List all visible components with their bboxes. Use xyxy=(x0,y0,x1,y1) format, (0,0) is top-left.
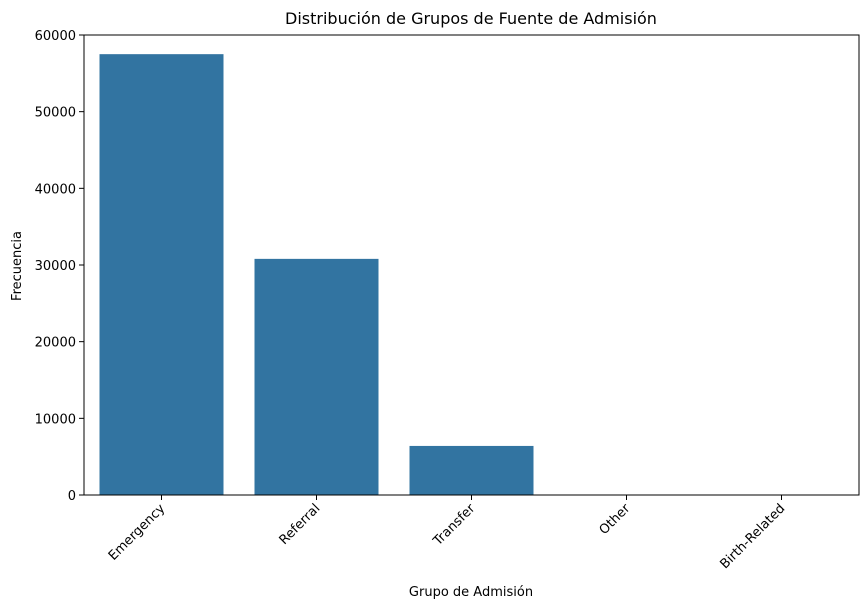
y-tick-label: 60000 xyxy=(35,29,76,44)
x-tick-label: Other xyxy=(597,501,634,538)
y-tick-label: 50000 xyxy=(35,106,76,121)
y-tick-label: 30000 xyxy=(35,259,76,274)
x-tick-label: Emergency xyxy=(106,501,169,564)
bar-emergency xyxy=(99,54,224,496)
y-axis-ticks: 0 10000 20000 30000 40000 50000 60000 xyxy=(35,29,84,504)
bar-referral xyxy=(254,258,379,495)
y-tick-label: 10000 xyxy=(35,412,76,427)
bar-transfer xyxy=(409,445,534,495)
y-tick-label: 20000 xyxy=(35,336,76,351)
x-axis-label: Grupo de Admisión xyxy=(409,585,533,600)
y-axis-label: Frecuencia xyxy=(10,231,25,301)
x-tick-label: Referral xyxy=(277,501,324,548)
x-tick-label: Transfer xyxy=(430,501,479,550)
x-axis-ticks: Emergency Referral Transfer Other Birth-Rela… xyxy=(106,495,788,572)
bars xyxy=(99,54,844,496)
plot-frame xyxy=(83,34,860,496)
chart-title: Distribución de Grupos de Fuente de Admi… xyxy=(285,9,657,28)
x-tick-label: Birth-Related xyxy=(717,501,788,572)
y-tick-label: 40000 xyxy=(35,182,76,197)
y-tick-label: 0 xyxy=(68,489,76,504)
